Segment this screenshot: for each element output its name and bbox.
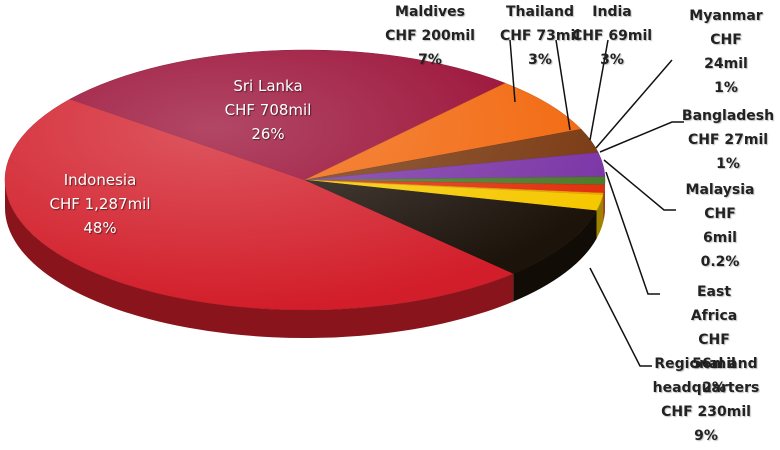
slice-label: India CHF 69mil 3% xyxy=(572,0,652,72)
amount-label: CHF 1,287mil xyxy=(49,195,151,213)
leader-line xyxy=(595,59,673,149)
amount-label: CHF 73mil xyxy=(499,28,581,44)
amount-label: CHF 200mil xyxy=(385,28,475,44)
leader-line xyxy=(555,39,571,131)
amount-label: CHF 230mil xyxy=(661,404,751,420)
value-label: 0.2% xyxy=(700,254,740,270)
slice-label: Regional and headquarters CHF 230mil 9% xyxy=(641,352,771,448)
slice-label: Indonesia CHF 1,287mil 48% xyxy=(49,168,150,240)
value-label: 2% xyxy=(702,380,726,396)
leader-line xyxy=(605,171,660,295)
slice-label: Sri Lanka CHF 708mil 26% xyxy=(225,74,312,146)
amount-label: CHF 24mil xyxy=(704,32,748,72)
category-label: Myanmar xyxy=(689,8,763,24)
leader-line xyxy=(599,121,684,153)
leader-line xyxy=(589,267,652,367)
category-label: Bangladesh xyxy=(681,108,775,124)
category-label: Indonesia xyxy=(63,171,137,189)
value-label: 3% xyxy=(600,52,624,68)
slice-label: Maldives CHF 200mil 7% xyxy=(385,0,475,72)
slice-label: Myanmar CHF 24mil 1% xyxy=(689,4,762,100)
slice-label: East Africa CHF 56mil 2% xyxy=(681,280,747,400)
value-label: 1% xyxy=(716,156,740,172)
value-label: 1% xyxy=(714,80,738,96)
slice-label: Thailand CHF 73mil 3% xyxy=(500,0,580,72)
amount-label: CHF 708mil xyxy=(224,101,312,119)
slice-label: Malaysia CHF 6mil 0.2% xyxy=(686,178,755,274)
value-label: 9% xyxy=(694,428,718,444)
slice-label: Bangladesh CHF 27mil 1% xyxy=(682,104,774,176)
amount-label: CHF 6mil xyxy=(703,206,737,246)
amount-label: CHF 56mil xyxy=(692,332,736,372)
category-label: Regional and headquarters xyxy=(652,356,760,396)
leader-line xyxy=(589,39,609,141)
category-label: Malaysia xyxy=(685,182,755,198)
leader-line xyxy=(509,39,516,103)
value-label: 7% xyxy=(418,52,442,68)
amount-label: CHF 27mil xyxy=(687,132,769,148)
value-label: 48% xyxy=(83,219,117,237)
category-label: India xyxy=(592,4,632,20)
category-label: Thailand xyxy=(505,4,574,20)
category-label: Maldives xyxy=(395,4,465,20)
category-label: East Africa xyxy=(690,284,738,324)
category-label: Sri Lanka xyxy=(233,77,303,95)
value-label: 26% xyxy=(251,125,285,143)
value-label: 3% xyxy=(528,52,552,68)
leader-line xyxy=(603,159,676,211)
amount-label: CHF 69mil xyxy=(571,28,653,44)
